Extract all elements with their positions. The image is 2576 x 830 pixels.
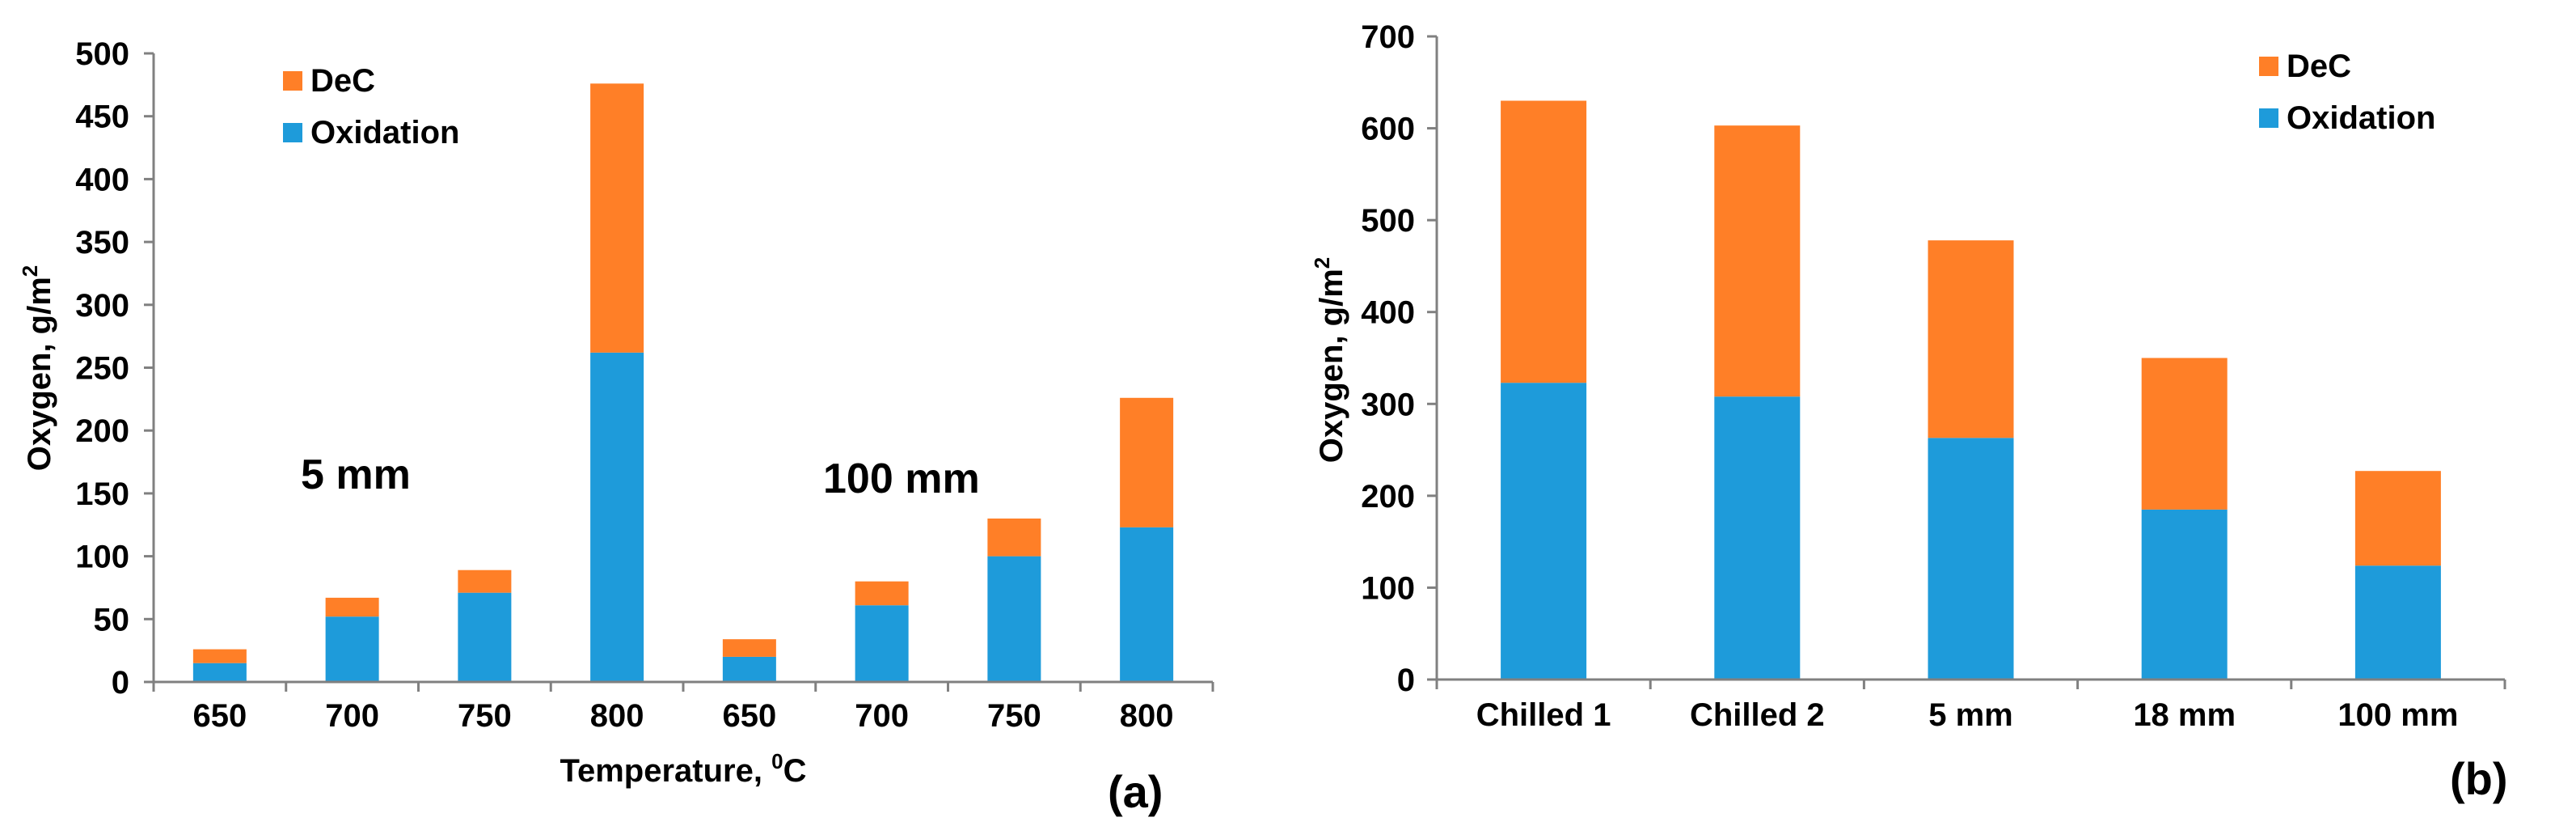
chart-a-y-ticks: 0 50 100 150 200 250 300 350 400 450 500 xyxy=(75,36,154,701)
bar-dec xyxy=(2141,358,2228,510)
y-tick-label: 0 xyxy=(112,665,129,701)
x-tick-label: 650 xyxy=(723,698,777,734)
y-tick-label: 200 xyxy=(75,413,129,449)
y-tick-label: 150 xyxy=(75,476,129,512)
bar-oxidation xyxy=(855,605,909,682)
chart-a-x-axis-title: Temperature, 0C xyxy=(560,749,807,789)
bar-dec xyxy=(855,581,909,606)
bar-dec xyxy=(192,649,247,663)
legend-oxidation-label: Oxidation xyxy=(310,115,459,150)
bar-oxidation xyxy=(590,352,644,682)
bar-dec xyxy=(722,639,776,657)
panel-label-a: (a) xyxy=(1108,766,1163,817)
y-tick-label: 400 xyxy=(75,162,129,197)
x-tick-label: 750 xyxy=(458,698,512,734)
x-tick-label: 800 xyxy=(1120,698,1174,734)
bar-dec xyxy=(1714,125,1801,397)
legend-oxidation-swatch xyxy=(283,123,302,142)
legend-dec-swatch xyxy=(283,71,302,91)
bar-dec xyxy=(590,83,644,353)
bar-dec xyxy=(1501,100,1587,383)
legend-oxidation-swatch xyxy=(2259,108,2278,128)
bar-dec xyxy=(458,570,512,593)
bar-oxidation xyxy=(2354,565,2441,680)
annotation-5mm: 5 mm xyxy=(301,451,411,498)
annotation-100mm: 100 mm xyxy=(823,455,980,502)
legend-dec-swatch xyxy=(2259,57,2278,76)
x-tick-label: Chilled 2 xyxy=(1690,697,1825,733)
y-tick-label: 50 xyxy=(94,602,130,637)
y-tick-label: 200 xyxy=(1361,479,1415,515)
bar-oxidation xyxy=(2141,509,2228,680)
y-tick-label: 100 xyxy=(75,540,129,575)
y-tick-label: 450 xyxy=(75,100,129,135)
y-tick-label: 500 xyxy=(1361,203,1415,239)
bar-oxidation xyxy=(722,656,776,682)
bar-oxidation xyxy=(1714,396,1801,680)
bar-oxidation xyxy=(192,663,247,682)
bar-oxidation xyxy=(1120,527,1174,682)
bar-oxidation xyxy=(325,616,379,682)
bar-dec xyxy=(1120,397,1174,527)
x-tick-label: 700 xyxy=(855,698,909,734)
bar-dec xyxy=(325,597,379,617)
x-tick-label: 18 mm xyxy=(2133,697,2236,733)
bar-oxidation xyxy=(987,556,1041,682)
chart-b-legend: DeC Oxidation xyxy=(2259,49,2435,136)
bar-dec xyxy=(1928,240,2014,438)
x-tick-label: 5 mm xyxy=(1928,697,2013,733)
chart-b-y-axis-title: Oxygen, g/m2 xyxy=(1310,257,1349,464)
y-tick-label: 350 xyxy=(75,225,129,260)
chart-b-x-ticks: Chilled 1 Chilled 2 5 mm 18 mm 100 mm xyxy=(1435,680,2506,733)
y-tick-label: 500 xyxy=(75,36,129,72)
chart-a-legend: DeC Oxidation xyxy=(283,63,459,150)
x-tick-label: 750 xyxy=(987,698,1041,734)
x-tick-label: 650 xyxy=(193,698,247,734)
y-tick-label: 400 xyxy=(1361,295,1415,331)
legend-dec-label: DeC xyxy=(310,63,375,99)
y-tick-label: 300 xyxy=(1361,387,1415,422)
chart-a-y-axis-title: Oxygen, g/m2 xyxy=(18,265,57,472)
legend-oxidation-label: Oxidation xyxy=(2287,100,2435,136)
bar-dec xyxy=(987,518,1041,557)
y-tick-label: 300 xyxy=(75,288,129,324)
x-tick-label: 700 xyxy=(325,698,379,734)
y-tick-label: 0 xyxy=(1397,663,1415,698)
chart-b-bars xyxy=(1501,100,2441,680)
bar-oxidation xyxy=(458,592,512,682)
bar-dec xyxy=(2354,471,2441,566)
bar-oxidation xyxy=(1928,438,2014,680)
chart-a-x-ticks: 650 700 750 800 650 700 750 800 xyxy=(152,682,1214,734)
y-tick-label: 700 xyxy=(1361,19,1415,55)
chart-a: 0 50 100 150 200 250 300 350 400 450 500 650 700 750… xyxy=(18,36,1214,817)
legend-dec-label: DeC xyxy=(2287,49,2351,84)
bar-oxidation xyxy=(1501,383,1587,680)
x-tick-label: Chilled 1 xyxy=(1476,697,1611,733)
x-tick-label: 800 xyxy=(590,698,644,734)
x-tick-label: 100 mm xyxy=(2337,697,2458,733)
y-tick-label: 600 xyxy=(1361,112,1415,147)
chart-b-y-ticks: 0 100 200 300 400 500 600 700 xyxy=(1361,19,1437,698)
chart-a-bars xyxy=(192,83,1174,682)
y-tick-label: 100 xyxy=(1361,570,1415,606)
panel-label-b: (b) xyxy=(2450,753,2508,804)
y-tick-label: 250 xyxy=(75,351,129,387)
